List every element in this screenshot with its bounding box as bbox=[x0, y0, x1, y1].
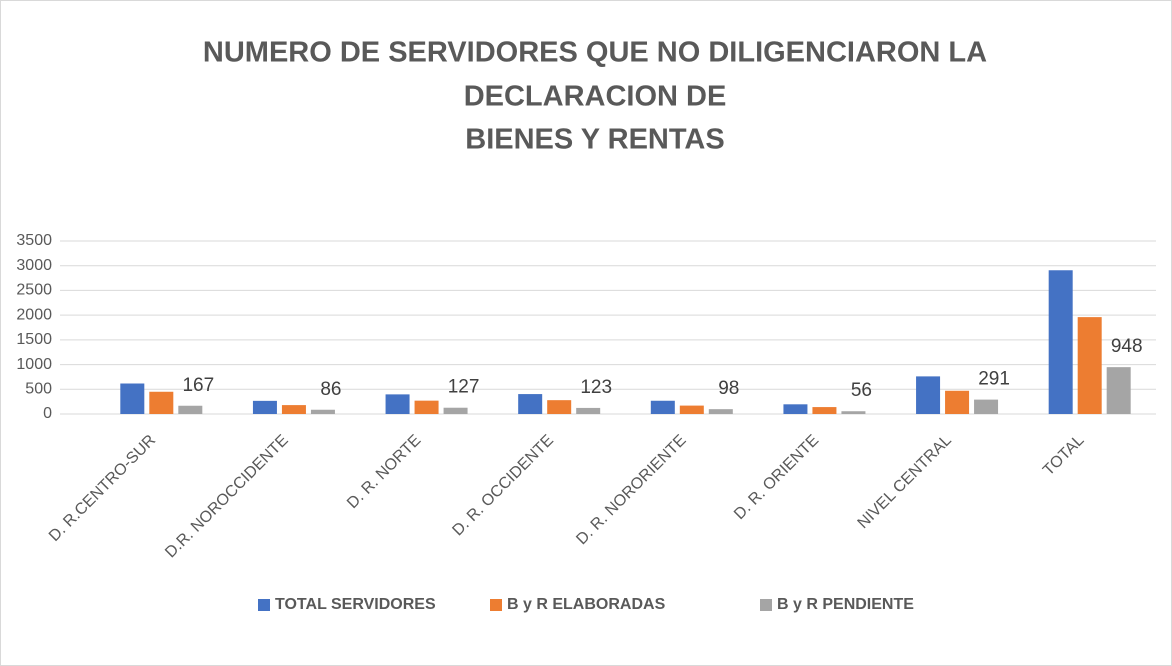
data-label: 56 bbox=[851, 380, 872, 401]
data-label: 123 bbox=[580, 377, 612, 398]
y-tick-label: 2000 bbox=[16, 306, 52, 323]
legend-label: B y R ELABORADAS bbox=[507, 596, 666, 613]
bar bbox=[708, 409, 733, 414]
bar bbox=[679, 405, 704, 414]
y-tick-label: 2500 bbox=[16, 282, 52, 299]
bar bbox=[916, 376, 941, 414]
data-label: 86 bbox=[320, 379, 341, 400]
bar bbox=[974, 399, 999, 414]
legend-label: TOTAL SERVIDORES bbox=[275, 596, 436, 613]
bar bbox=[841, 411, 866, 414]
data-label: 167 bbox=[182, 375, 214, 396]
legend-swatch bbox=[760, 599, 772, 611]
bar bbox=[310, 409, 335, 414]
y-tick-label: 500 bbox=[25, 381, 52, 398]
bar bbox=[1077, 317, 1102, 414]
bar bbox=[576, 407, 601, 414]
legend-swatch bbox=[258, 599, 270, 611]
bar bbox=[518, 394, 543, 414]
y-tick-label: 1000 bbox=[16, 356, 52, 373]
chart-title: NUMERO DE SERVIDORES QUE NO DILIGENCIARO… bbox=[203, 37, 987, 69]
bar bbox=[547, 400, 572, 414]
legend-swatch bbox=[490, 599, 502, 611]
bar bbox=[945, 390, 970, 414]
bar bbox=[650, 400, 675, 414]
bar bbox=[281, 405, 306, 414]
data-label: 98 bbox=[718, 378, 739, 399]
data-label: 291 bbox=[978, 369, 1010, 390]
bar bbox=[1048, 270, 1073, 414]
bar bbox=[149, 391, 174, 414]
bar bbox=[385, 394, 410, 414]
y-tick-label: 1500 bbox=[16, 331, 52, 348]
bar bbox=[443, 407, 468, 414]
y-tick-label: 3000 bbox=[16, 257, 52, 274]
bar bbox=[252, 400, 277, 414]
data-label: 948 bbox=[1111, 336, 1143, 357]
y-tick-label: 3500 bbox=[16, 232, 52, 249]
bar bbox=[120, 383, 145, 414]
bar bbox=[178, 405, 203, 414]
y-tick-label: 0 bbox=[43, 405, 52, 422]
chart-title: DECLARACION DE bbox=[464, 81, 727, 113]
chart-title: BIENES Y RENTAS bbox=[465, 124, 724, 156]
data-label: 127 bbox=[448, 377, 480, 398]
bar bbox=[1106, 367, 1131, 414]
bar bbox=[812, 407, 837, 414]
bar bbox=[414, 400, 439, 414]
legend-label: B y R PENDIENTE bbox=[777, 596, 914, 613]
bar bbox=[783, 404, 808, 414]
